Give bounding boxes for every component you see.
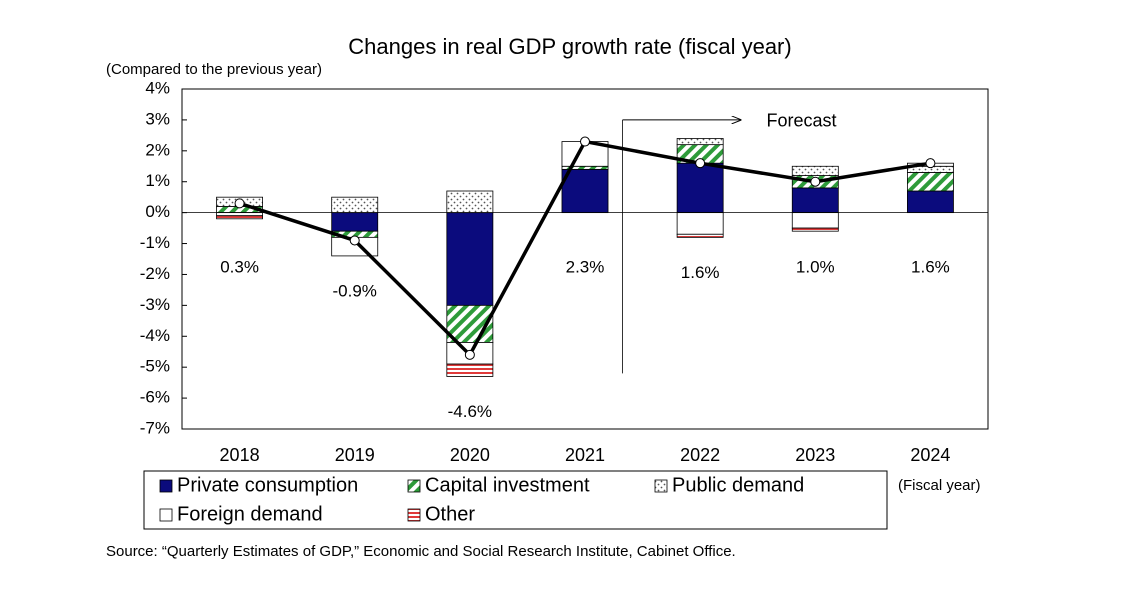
legend-label: Private consumption (177, 474, 358, 496)
value-label: 2.3% (566, 257, 605, 276)
y-tick-label: -6% (140, 388, 170, 407)
y-tick-label: -2% (140, 264, 170, 283)
bar-segment (216, 215, 264, 220)
bar-segment (446, 212, 494, 306)
legend-label: Other (425, 503, 475, 525)
y-tick-label: 2% (145, 140, 170, 159)
bar-segment (446, 190, 494, 214)
total-point (234, 198, 245, 209)
value-label: 1.0% (796, 257, 835, 276)
bar-segment (907, 190, 954, 214)
plot-frame (181, 88, 989, 430)
total-point (464, 349, 475, 360)
bar-segment (331, 196, 379, 214)
value-label: 1.6% (911, 257, 950, 276)
bar-segment (446, 363, 494, 377)
legend-box (143, 470, 888, 530)
value-label: 1.6% (681, 263, 720, 282)
y-tick-label: -1% (140, 233, 170, 252)
bar-segment (791, 187, 839, 214)
y-tick-label: -3% (140, 295, 170, 314)
x-tick-label: 2020 (450, 445, 490, 465)
y-tick-label: 0% (145, 202, 170, 221)
y-tick-label: 4% (145, 78, 170, 97)
x-tick-label: 2024 (910, 445, 950, 465)
bar-segment (791, 212, 839, 229)
bar-segment (676, 233, 724, 238)
y-axis-label: (Compared to the previous year) (106, 61, 322, 78)
value-label: 0.3% (220, 257, 259, 276)
legend-label: Public demand (672, 474, 804, 496)
x-tick-label: 2018 (220, 445, 260, 465)
y-tick-label: 1% (145, 171, 170, 190)
bar-segment (791, 165, 839, 176)
bar-segment (676, 162, 724, 214)
forecast-label: Forecast (767, 111, 837, 131)
bar-segment (791, 227, 839, 232)
legend-swatch (159, 479, 173, 493)
chart-title: Changes in real GDP growth rate (fiscal … (348, 34, 791, 59)
bar-segment (907, 172, 954, 192)
y-tick-label: -7% (140, 418, 170, 437)
total-point (925, 158, 936, 169)
total-point (695, 158, 706, 169)
total-point (810, 176, 821, 187)
value-label: -4.6% (448, 402, 492, 421)
bar-segment (331, 212, 379, 232)
legend-swatch (407, 508, 421, 522)
legend-swatch (159, 508, 173, 522)
x-tick-label: 2022 (680, 445, 720, 465)
total-point (580, 136, 590, 147)
source-note: Source: “Quarterly Estimates of GDP,” Ec… (106, 543, 736, 560)
x-axis-label: (Fiscal year) (898, 477, 981, 494)
legend-label: Capital investment (425, 474, 590, 496)
y-tick-label: -5% (140, 357, 170, 376)
value-label: -0.9% (333, 281, 377, 300)
y-tick-label: 3% (145, 109, 170, 128)
x-tick-label: 2021 (565, 445, 605, 465)
bar-segment (676, 212, 724, 235)
total-point (349, 235, 360, 246)
legend-swatch (654, 479, 668, 493)
bar-segment (216, 212, 264, 217)
legend-label: Foreign demand (177, 503, 323, 525)
bar-segment (676, 138, 724, 146)
y-tick-label: -4% (140, 326, 170, 345)
bar-segment (561, 168, 609, 214)
x-tick-label: 2023 (795, 445, 835, 465)
x-tick-label: 2019 (335, 445, 375, 465)
legend-swatch (407, 479, 421, 493)
